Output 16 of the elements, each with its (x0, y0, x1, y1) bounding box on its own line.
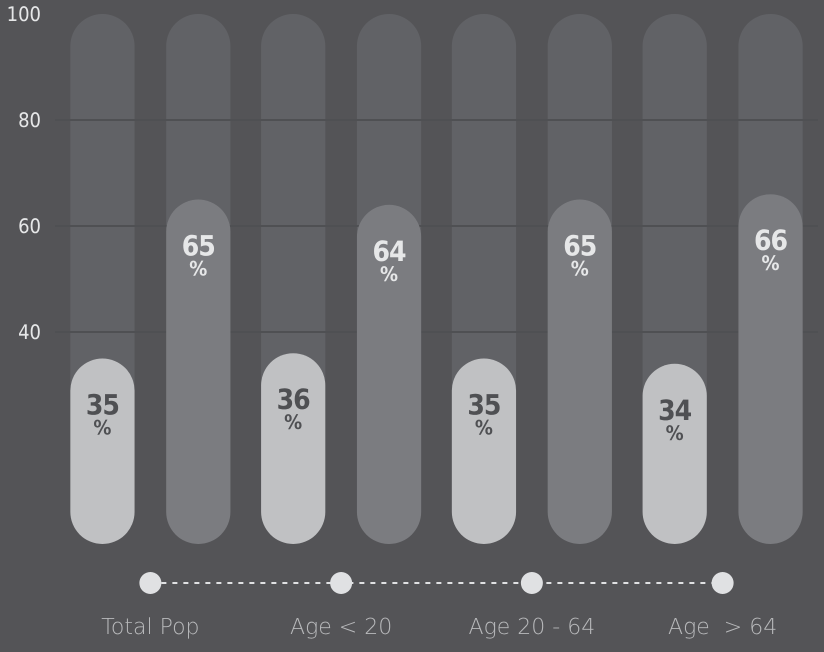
y-tick-label: 40 (18, 320, 41, 344)
y-tick-label: 60 (18, 214, 41, 238)
data-label: 65% (182, 230, 215, 280)
x-tick-label: Age > 64 (668, 615, 778, 640)
data-label: 35% (467, 388, 500, 440)
y-tick-label: 100 (6, 2, 41, 26)
data-label: 66% (754, 224, 788, 276)
x-tick-label: Age 20 - 64 (468, 615, 596, 640)
y-tick-label: 80 (18, 108, 41, 132)
data-label: 64% (372, 234, 406, 286)
data-label: 35% (86, 388, 119, 440)
x-tick-label: Total Pop (101, 615, 200, 640)
x-tick-label: Age < 20 (290, 615, 392, 640)
data-label: 65% (563, 230, 596, 280)
data-label: 34% (658, 394, 692, 445)
data-label: 36% (276, 383, 310, 434)
